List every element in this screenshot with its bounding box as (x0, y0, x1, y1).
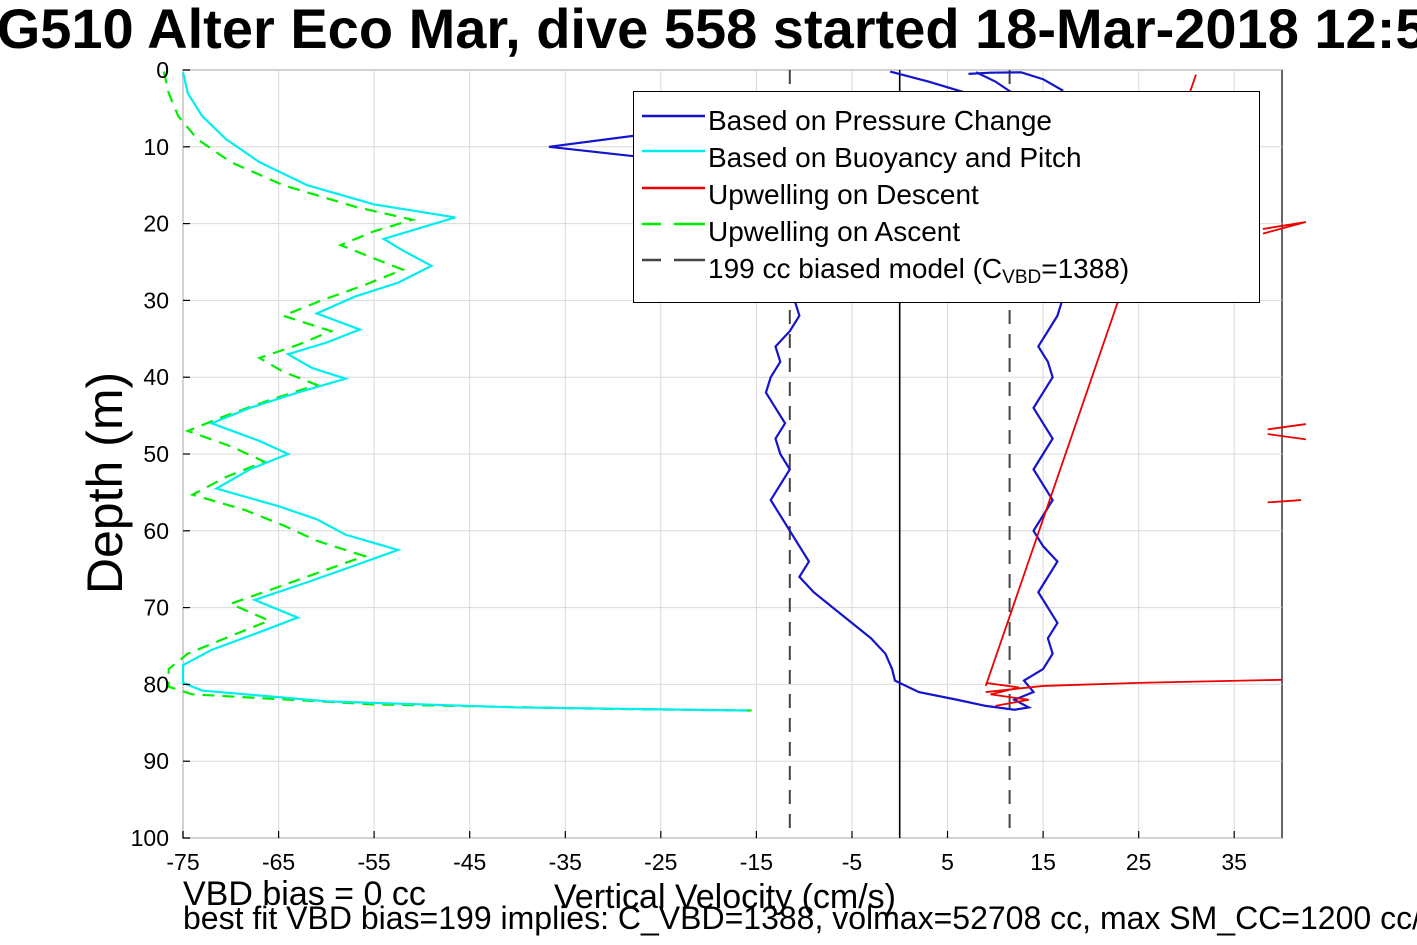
svg-text:-65: -65 (262, 849, 295, 875)
svg-text:10: 10 (143, 134, 169, 160)
svg-text:90: 90 (143, 748, 169, 774)
svg-text:35: 35 (1221, 849, 1247, 875)
svg-text:25: 25 (1126, 849, 1152, 875)
svg-text:70: 70 (143, 595, 169, 621)
svg-text:-35: -35 (549, 849, 582, 875)
svg-text:-5: -5 (842, 849, 862, 875)
svg-text:-45: -45 (453, 849, 486, 875)
svg-text:-25: -25 (644, 849, 677, 875)
svg-text:50: 50 (143, 441, 169, 467)
svg-text:-55: -55 (357, 849, 390, 875)
svg-text:40: 40 (143, 364, 169, 390)
svg-text:100: 100 (131, 825, 169, 851)
svg-text:30: 30 (143, 287, 169, 313)
svg-text:5: 5 (941, 849, 954, 875)
svg-text:-75: -75 (166, 849, 199, 875)
svg-text:20: 20 (143, 211, 169, 237)
svg-text:15: 15 (1030, 849, 1056, 875)
svg-text:-15: -15 (740, 849, 773, 875)
svg-text:60: 60 (143, 518, 169, 544)
svg-text:80: 80 (143, 671, 169, 697)
